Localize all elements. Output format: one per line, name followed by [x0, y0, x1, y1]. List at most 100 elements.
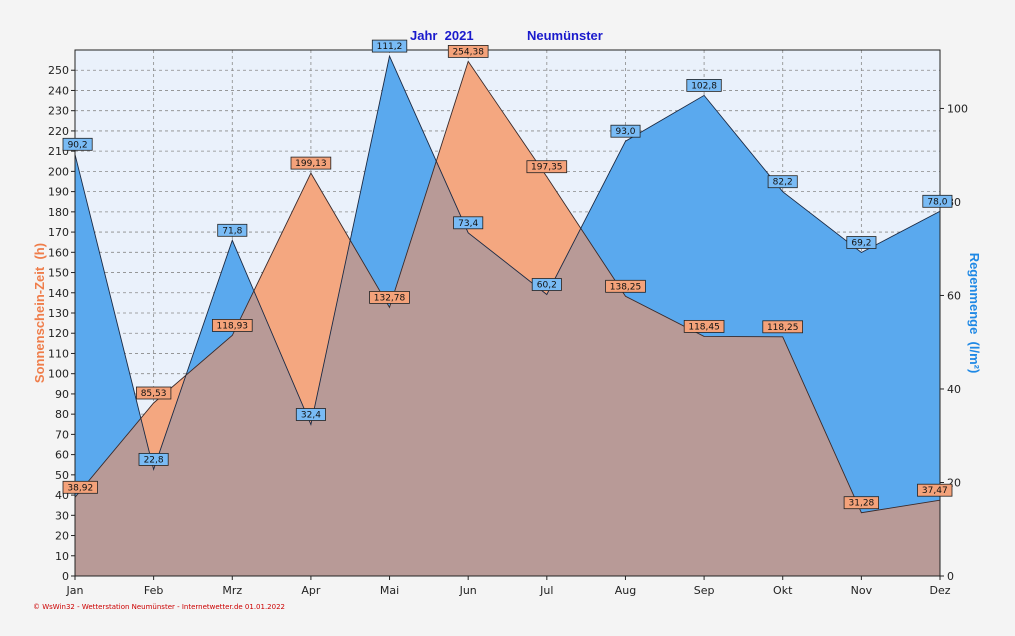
y-tick-label-left: 250	[48, 64, 69, 77]
data-label: 78,0	[922, 194, 953, 208]
data-label: 254,38	[447, 45, 489, 58]
data-label-text: 93,0	[615, 127, 635, 137]
data-label-box	[922, 194, 953, 208]
y-axis-label-right: Regenmenge (l/m²)	[967, 253, 982, 374]
data-label-box	[135, 386, 172, 400]
y-tick-label-right: 40	[947, 383, 961, 396]
data-label-box	[290, 156, 332, 170]
data-label: 102,8	[686, 79, 722, 92]
y-tick-label-left: 120	[48, 327, 69, 340]
data-label: 60,2	[531, 278, 562, 291]
data-label-text: 138,25	[610, 282, 642, 292]
footer-credit: © WsWin32 - Wetterstation Neumünster - I…	[33, 603, 285, 611]
y-tick-label-left: 30	[55, 509, 69, 522]
x-tick-label: Okt	[773, 584, 793, 597]
data-label-text: 197,35	[531, 163, 563, 173]
data-label-text: 78,0	[927, 197, 947, 207]
data-label-box	[686, 79, 722, 92]
x-tick-label: Nov	[851, 584, 873, 597]
data-label-box	[371, 39, 408, 53]
chart-title-year: Jahr 2021	[410, 28, 474, 43]
data-label: 111,2	[371, 39, 408, 53]
data-label-box	[526, 160, 568, 174]
data-label: 69,2	[846, 236, 877, 249]
data-label: 199,13	[290, 156, 332, 170]
data-label: 31,28	[843, 496, 879, 510]
data-label-box	[610, 124, 641, 138]
x-axis: Jan Feb Mrz Apr Mai Jun Jul Aug Sep Okt Nov Dez	[66, 576, 951, 597]
data-label-box	[453, 216, 484, 230]
data-label: 38,92	[62, 480, 98, 494]
data-label-text: 22,8	[144, 455, 164, 465]
data-label-text: 71,8	[222, 226, 242, 236]
y-tick-label-left: 50	[55, 469, 69, 482]
data-label: 132,78	[369, 290, 410, 304]
line-regenmenge	[75, 54, 940, 471]
data-label-box	[917, 483, 953, 497]
y-tick-label-left: 170	[48, 226, 69, 239]
x-tick-label: Apr	[301, 584, 321, 597]
y-tick-label-left: 90	[55, 388, 69, 401]
data-label-box	[605, 279, 646, 293]
data-label-text: 85,53	[141, 389, 167, 399]
y-axis-label-left: Sonnenschein-Zeit (h)	[32, 243, 47, 383]
y-tick-label-left: 220	[48, 125, 69, 138]
y-tick-label-left: 70	[55, 428, 69, 441]
x-tick-label: Aug	[615, 584, 636, 597]
x-tick-label: Dez	[929, 584, 950, 597]
data-label-text: 199,13	[295, 159, 327, 169]
data-labels: 38,92 90,2 85,53 22,8 118,93 71,8 199,13 32,4 13…	[62, 39, 953, 510]
data-label-box	[62, 137, 93, 151]
y-tick-label-left: 140	[48, 287, 69, 300]
data-label-box	[295, 408, 326, 421]
data-label-text: 31,28	[849, 499, 875, 509]
y-tick-label-left: 60	[55, 449, 69, 462]
data-label: 82,2	[767, 175, 798, 189]
y-tick-label-left: 230	[48, 105, 69, 118]
data-label-text: 118,93	[217, 321, 249, 331]
data-label-box	[217, 223, 248, 237]
data-label-box	[767, 175, 798, 189]
y-tick-label-right: 100	[947, 102, 968, 115]
data-label-box	[369, 290, 410, 304]
data-label-text: 254,38	[452, 47, 484, 57]
y-tick-label-left: 200	[48, 165, 69, 178]
area-overlap	[75, 161, 940, 576]
data-label: 138,25	[605, 279, 646, 293]
data-label: 118,25	[762, 320, 803, 334]
data-label-box	[846, 236, 877, 249]
data-label: 32,4	[295, 408, 326, 421]
data-label: 90,2	[62, 137, 93, 151]
y-tick-label-right: 0	[947, 570, 954, 583]
data-label-text: 90,2	[68, 140, 88, 150]
data-label-box	[683, 319, 725, 333]
y-tick-label-left: 240	[48, 84, 69, 97]
data-label: 85,53	[135, 386, 172, 400]
data-label-text: 37,47	[922, 486, 948, 496]
y-tick-label-right: 60	[947, 289, 961, 302]
data-label-text: 132,78	[374, 293, 406, 303]
data-label: 71,8	[217, 223, 248, 237]
y-tick-label-left: 0	[62, 570, 69, 583]
data-label-box	[447, 45, 489, 58]
data-label-text: 102,8	[691, 81, 717, 91]
data-label-box	[138, 452, 169, 466]
y-tick-label-left: 160	[48, 246, 69, 259]
y-tick-label-left: 150	[48, 267, 69, 280]
line-sonnenschein	[75, 60, 940, 514]
data-label: 22,8	[138, 452, 169, 466]
data-label: 93,0	[610, 124, 641, 138]
y-tick-label-left: 190	[48, 186, 69, 199]
data-label-box	[843, 496, 879, 510]
data-label-text: 118,45	[688, 322, 720, 332]
data-label-text: 69,2	[851, 239, 871, 249]
data-label-text: 73,4	[458, 219, 478, 229]
data-label: 73,4	[453, 216, 484, 230]
x-tick-label: Jun	[459, 584, 477, 597]
left-axis: 0102030405060708090100110120130140150160…	[48, 64, 75, 583]
x-tick-label: Sep	[694, 584, 715, 597]
areas	[75, 54, 940, 576]
data-label: 118,45	[683, 319, 725, 333]
x-tick-label: Mai	[380, 584, 399, 597]
